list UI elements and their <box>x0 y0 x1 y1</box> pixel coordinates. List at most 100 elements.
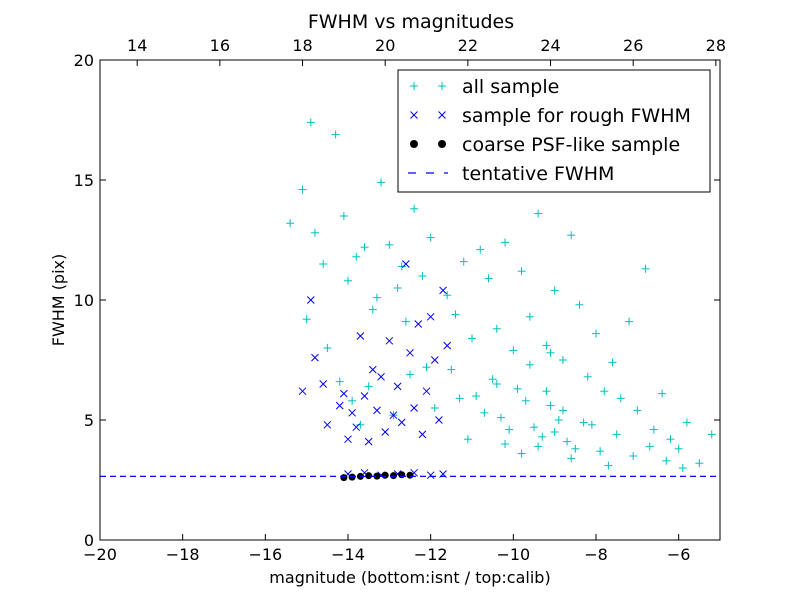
rough-fwhm-point <box>335 401 344 410</box>
all-sample-point <box>360 243 369 252</box>
all-sample-point <box>674 444 683 453</box>
y-tick-label: 0 <box>84 531 94 550</box>
all-sample-point <box>352 252 361 261</box>
x-tick-label: −8 <box>584 545 608 564</box>
all-sample-point <box>368 305 377 314</box>
all-sample-point <box>410 204 419 213</box>
all-sample-point <box>521 396 530 405</box>
rough-fwhm-point <box>356 332 365 340</box>
rough-fwhm-point <box>373 406 381 415</box>
y-axis-label: FWHM (pix) <box>49 254 68 347</box>
all-sample-point <box>592 329 600 338</box>
legend-marker <box>410 111 418 119</box>
all-sample-point <box>393 284 402 292</box>
all-sample-point <box>397 262 406 271</box>
all-sample-point <box>331 130 340 139</box>
all-sample-point <box>339 212 348 220</box>
all-sample-point <box>426 233 435 242</box>
rough-fwhm-point <box>344 435 352 444</box>
top-x-tick-label: 24 <box>540 36 560 55</box>
rough-fwhm-point <box>381 428 390 436</box>
all-sample-point <box>612 430 621 439</box>
all-sample-point <box>302 315 311 324</box>
all-sample-point <box>525 312 534 321</box>
rough-fwhm-point <box>443 341 452 350</box>
legend-label: sample for rough FWHM <box>462 105 691 127</box>
all-sample-point <box>517 449 526 458</box>
x-tick-label: −6 <box>667 545 691 564</box>
all-sample-point <box>538 432 547 441</box>
all-sample-point <box>550 286 559 295</box>
top-x-tick-label: 14 <box>127 36 147 55</box>
plot-area <box>100 118 720 482</box>
rough-fwhm-point <box>414 320 423 328</box>
rough-fwhm-point <box>426 471 435 480</box>
all-sample-point <box>608 358 617 367</box>
all-sample-point <box>658 389 667 398</box>
rough-fwhm-point <box>389 411 398 420</box>
all-sample-point <box>459 257 468 266</box>
all-sample-point <box>344 276 352 285</box>
rough-fwhm-point <box>368 365 377 374</box>
all-sample-point <box>476 245 485 254</box>
all-sample-point <box>542 387 551 396</box>
all-sample-point <box>310 228 319 237</box>
rough-fwhm-point <box>364 437 373 446</box>
rough-fwhm-point <box>298 387 307 396</box>
y-tick-label: 15 <box>74 171 94 190</box>
all-sample-point <box>492 380 501 388</box>
all-sample-point <box>501 440 510 448</box>
psf-like-point <box>348 473 356 481</box>
legend-entry: all sample <box>410 76 559 98</box>
legend-entry: coarse PSF-like sample <box>410 134 680 156</box>
all-sample-point <box>517 267 526 276</box>
all-sample-point <box>430 404 439 412</box>
all-sample-point <box>335 377 344 386</box>
psf-like-point <box>398 471 406 479</box>
all-sample-point <box>558 356 567 364</box>
x-tick-label: −18 <box>166 545 200 564</box>
x-tick-label: −12 <box>414 545 448 564</box>
top-x-tick-label: 26 <box>623 36 643 55</box>
all-sample-point <box>554 416 563 424</box>
all-sample-point <box>348 396 357 405</box>
all-sample-point <box>633 406 642 415</box>
psf-like-point <box>373 472 381 480</box>
rough-fwhm-point <box>426 312 435 321</box>
all-sample-point <box>649 425 658 434</box>
all-sample-point <box>492 324 501 333</box>
all-sample-point <box>707 430 716 439</box>
legend-label: coarse PSF-like sample <box>462 134 680 156</box>
all-sample-point <box>587 420 596 429</box>
legend-label: tentative FWHM <box>462 163 614 185</box>
rough-fwhm-point <box>352 423 361 432</box>
rough-fwhm-point <box>377 372 385 381</box>
all-sample-point <box>550 428 559 436</box>
all-sample-point <box>563 437 572 446</box>
all-sample-point <box>480 408 489 417</box>
all-sample-point <box>616 394 625 403</box>
rough-fwhm-point <box>311 353 319 362</box>
all-sample-point <box>596 447 605 456</box>
rough-fwhm-point <box>439 286 447 295</box>
all-sample-point <box>567 454 576 463</box>
rough-fwhm-point <box>406 348 414 357</box>
all-sample-point <box>468 334 476 343</box>
all-sample-point <box>422 363 431 372</box>
x-axis-label: magnitude (bottom:isnt / top:calib) <box>269 568 550 587</box>
legend-label: all sample <box>462 76 559 98</box>
all-sample-point <box>530 423 538 432</box>
all-sample-point <box>641 264 650 273</box>
legend-box <box>397 69 711 193</box>
top-x-tick-label: 20 <box>375 36 395 55</box>
all-sample-point <box>286 219 295 228</box>
psf-like-point <box>389 472 397 480</box>
rough-fwhm-point <box>422 387 431 396</box>
all-sample-point <box>372 293 381 302</box>
x-tick-label: −10 <box>496 545 530 564</box>
all-sample-point <box>319 260 328 268</box>
legend-entry: sample for rough FWHM <box>410 105 691 127</box>
all-sample-point <box>558 406 567 415</box>
all-sample-point <box>666 435 675 444</box>
